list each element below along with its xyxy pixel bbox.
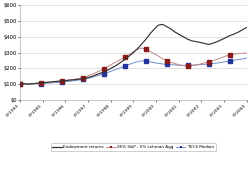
Legend: Endowment returns, 95% S&P - 5% Lehman Agg, TUCS Median: Endowment returns, 95% S&P - 5% Lehman A… <box>51 143 216 151</box>
